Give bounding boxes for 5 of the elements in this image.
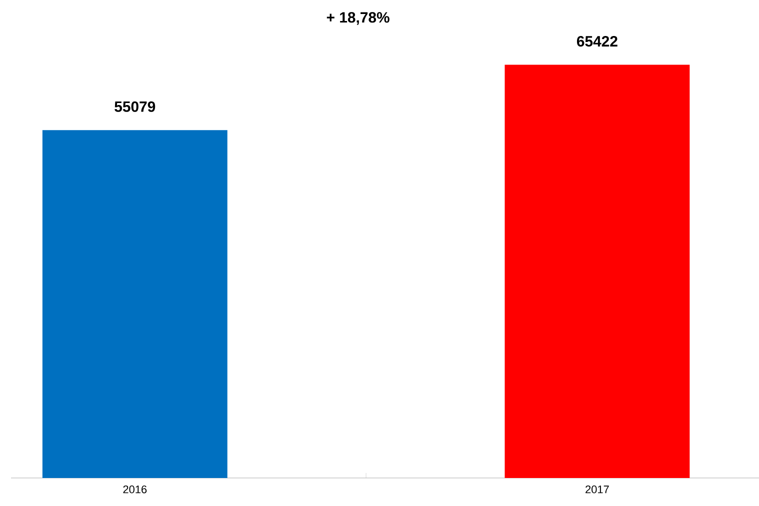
x-tick-label: 2017 [586,486,609,494]
data-label: 65422 [576,36,618,47]
text: + 18,78% [326,12,390,25]
x-tick-label: 2016 [123,486,147,494]
data-label: 55079 [114,101,156,112]
